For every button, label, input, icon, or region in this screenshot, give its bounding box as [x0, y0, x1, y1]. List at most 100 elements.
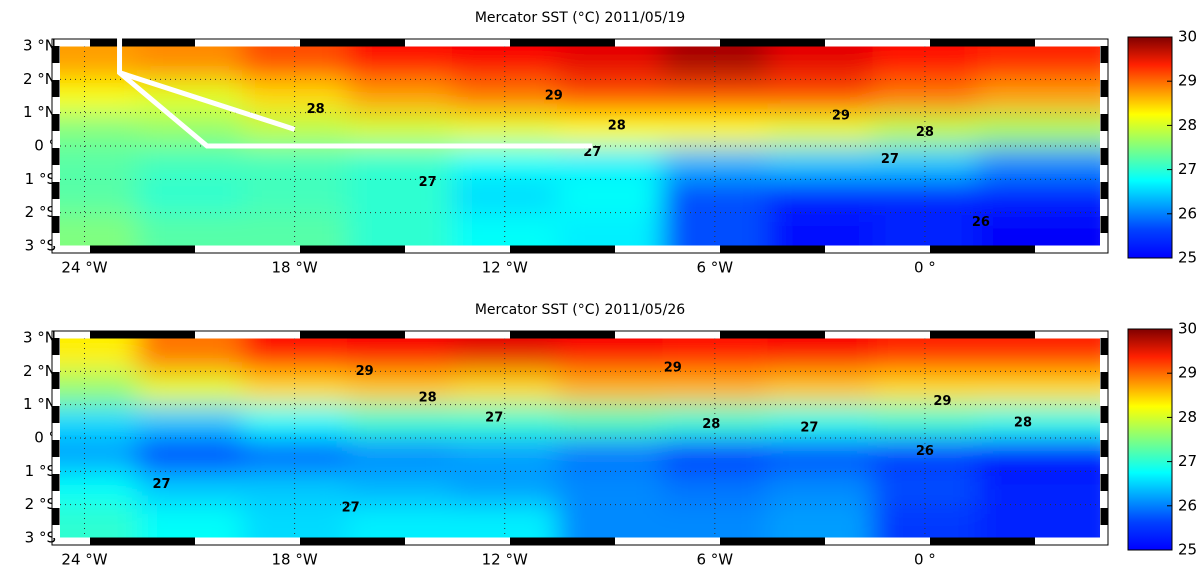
sst-cell	[767, 338, 873, 372]
sst-cell	[60, 146, 138, 180]
colorbar-tick-label: 27	[1178, 452, 1197, 470]
sst-cell	[60, 504, 138, 538]
colorbar-tick-label: 30	[1178, 320, 1197, 338]
sst-cell	[137, 504, 243, 538]
x-tick-label: 18 °W	[272, 551, 318, 569]
contour-label: 27	[881, 152, 899, 167]
sst-cell	[137, 146, 243, 180]
sst-cell	[557, 212, 663, 246]
x-tick-label: 24 °W	[61, 551, 107, 569]
field-cells	[60, 46, 1100, 246]
sst-cell	[60, 438, 138, 472]
sst-cell	[557, 112, 663, 147]
sst-cell	[557, 179, 663, 214]
sst-cell	[60, 471, 138, 506]
sst-cell	[767, 112, 873, 147]
frame-border	[51, 38, 1109, 254]
contour-label: 27	[419, 175, 437, 190]
sst-cell	[452, 404, 558, 439]
y-tick-label: 1 °N	[23, 395, 56, 413]
sst-cell	[347, 371, 453, 406]
sst-cell	[347, 46, 453, 80]
y-tick-label: 3 °S	[25, 237, 56, 255]
sst-cell	[557, 438, 663, 472]
sst-cell	[557, 146, 663, 180]
sst-cell	[347, 79, 453, 114]
x-tick-label: 6 °W	[696, 259, 733, 277]
contour-label: 26	[972, 215, 990, 230]
contour-label: 27	[342, 501, 360, 516]
colorbar-tick-label: 29	[1178, 72, 1197, 90]
sst-cell	[347, 438, 453, 472]
sst-cell	[767, 371, 873, 406]
sst-cell	[452, 504, 558, 538]
sst-cell	[137, 404, 243, 439]
sst-cell	[347, 179, 453, 214]
x-tick-label: 0 °	[914, 259, 936, 277]
sst-cell	[977, 179, 1100, 214]
colorbar-tick-label: 27	[1178, 160, 1197, 178]
y-tick-label: 2 °N	[23, 70, 56, 88]
sst-cell	[137, 212, 243, 246]
sst-cell	[347, 112, 453, 147]
sst-cell	[137, 471, 243, 506]
sst-cell	[137, 371, 243, 406]
sst-cell	[347, 338, 453, 372]
frame-border	[51, 330, 1109, 546]
colorbar	[1127, 328, 1173, 551]
contour-label: 27	[153, 477, 171, 492]
sst-cell	[977, 504, 1100, 538]
colorbar-tick-label: 28	[1178, 408, 1197, 426]
y-tick-label: 3 °N	[23, 37, 56, 55]
sst-cell	[767, 404, 873, 439]
sst-cell	[557, 79, 663, 114]
sst-cell	[662, 504, 768, 538]
contour-label: 28	[1014, 416, 1032, 431]
y-tick-label: 0 °	[34, 137, 56, 155]
sst-cell	[137, 179, 243, 214]
colorbar-tick-label: 28	[1178, 116, 1197, 134]
y-tick-label: 2 °S	[25, 203, 56, 221]
ship-track	[117, 36, 593, 149]
sst-cell	[557, 46, 663, 80]
sst-cell	[977, 471, 1100, 506]
sst-cell	[137, 438, 243, 472]
y-tick-label: 3 °S	[25, 529, 56, 547]
sst-cell	[977, 338, 1100, 372]
chart-title: Mercator SST (°C) 2011/05/26	[475, 302, 685, 318]
contour-label: 29	[933, 394, 951, 409]
x-tick-label: 12 °W	[482, 551, 528, 569]
contour-label: 28	[702, 417, 720, 432]
sst-cell	[767, 212, 873, 246]
y-tick-label: 1 °S	[25, 462, 56, 480]
sst-cell	[60, 371, 138, 406]
sst-cell	[347, 146, 453, 180]
x-tick-label: 24 °W	[61, 259, 107, 277]
sst-cell	[60, 79, 138, 114]
sst-cell	[60, 179, 138, 214]
sst-cell	[767, 79, 873, 114]
sst-cell	[977, 438, 1100, 472]
y-tick-label: 2 °S	[25, 495, 56, 513]
sst-cell	[767, 46, 873, 80]
sst-cell	[242, 404, 348, 439]
sst-cell	[767, 146, 873, 180]
colorbar	[1127, 36, 1173, 259]
sst-cell	[977, 112, 1100, 147]
sst-cell	[242, 212, 348, 246]
sst-cell	[767, 438, 873, 472]
colorbar-tick-label: 26	[1178, 496, 1197, 514]
colorbar-tick-label: 25	[1178, 249, 1197, 267]
x-tick-label: 18 °W	[272, 259, 318, 277]
contour-label: 29	[832, 109, 850, 124]
sst-cell	[557, 371, 663, 406]
sst-cell	[557, 404, 663, 439]
y-tick-label: 2 °N	[23, 362, 56, 380]
colorbar-tick-label: 26	[1178, 204, 1197, 222]
sst-cell	[977, 46, 1100, 80]
sst-cell	[137, 338, 243, 372]
contour-label: 29	[545, 89, 563, 104]
field-cells	[60, 338, 1100, 538]
sst-cell	[60, 112, 138, 147]
sst-cell	[60, 338, 138, 372]
